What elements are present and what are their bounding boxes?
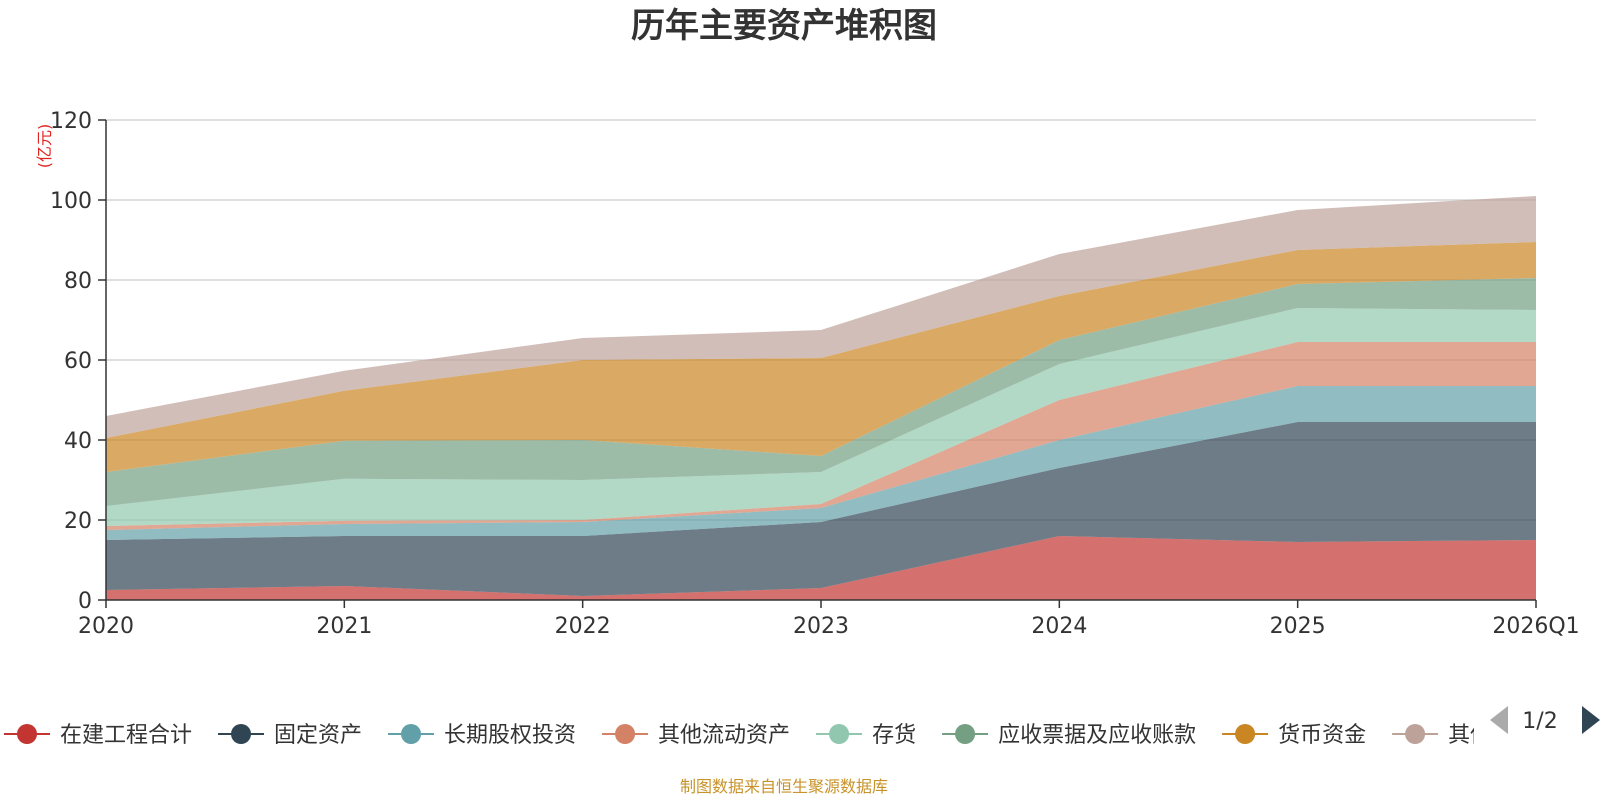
legend-circle-marker bbox=[401, 724, 422, 744]
legend-circle-marker bbox=[829, 724, 850, 744]
y-tick-label: 0 bbox=[78, 589, 92, 614]
legend-item-在建工程合计[interactable]: 在建工程合计 bbox=[4, 723, 192, 748]
legend-item-其他流动资产[interactable]: 其他流动资产 bbox=[602, 723, 790, 748]
legend-page-indicator: 1/2 bbox=[1522, 709, 1557, 734]
y-tick-label: 80 bbox=[64, 269, 92, 294]
area-其他 bbox=[106, 196, 1536, 438]
legend-circle-marker bbox=[955, 724, 976, 744]
y-tick-label: 60 bbox=[64, 349, 92, 374]
legend-item-货币资金[interactable]: 货币资金 bbox=[1222, 723, 1366, 748]
x-tick-label: 2023 bbox=[793, 614, 849, 639]
x-tick-label: 2024 bbox=[1031, 614, 1087, 639]
x-tick-labels: 2020 2021 2022 2023 2024 2025 2026Q1 bbox=[78, 614, 1580, 639]
y-tick-label: 40 bbox=[64, 429, 92, 454]
x-tick-label: 2022 bbox=[555, 614, 611, 639]
x-tick-label: 2021 bbox=[316, 614, 372, 639]
legend-circle-marker bbox=[17, 724, 37, 744]
legend-label: 固定资产 bbox=[274, 723, 362, 748]
area-存货 bbox=[106, 308, 1536, 526]
legend-item-其他[interactable]: 其他 bbox=[1392, 723, 1492, 748]
legend-item-长期股权投资[interactable]: 长期股权投资 bbox=[388, 723, 576, 748]
legend-label: 其他 bbox=[1448, 723, 1492, 748]
data-source-note: 制图数据来自恒生聚源数据库 bbox=[680, 777, 888, 796]
legend-prev-page-icon[interactable] bbox=[1490, 706, 1508, 734]
legend-label: 长期股权投资 bbox=[444, 723, 576, 748]
y-tick-label: 100 bbox=[50, 189, 92, 214]
axes bbox=[98, 119, 1537, 608]
legend-item-存货[interactable]: 存货 bbox=[816, 723, 916, 748]
area-在建工程合计 bbox=[106, 536, 1536, 600]
legend-label: 其他流动资产 bbox=[658, 723, 790, 748]
y-axis-unit: (亿元) bbox=[35, 124, 54, 169]
legend-circle-marker bbox=[231, 724, 252, 744]
legend-circle-marker bbox=[1235, 724, 1256, 744]
y-tick-labels: 0 20 40 60 80 100 120 bbox=[50, 109, 92, 614]
y-tick-label: 20 bbox=[64, 509, 92, 534]
legend-circle-marker bbox=[615, 724, 636, 744]
legend-pager[interactable]: 1/2 bbox=[1490, 706, 1600, 734]
area-series bbox=[106, 196, 1536, 600]
area-应收票据及应收账款 bbox=[106, 278, 1536, 506]
area-长期股权投资 bbox=[106, 386, 1536, 540]
area-货币资金 bbox=[106, 242, 1536, 472]
legend-label: 货币资金 bbox=[1278, 723, 1366, 748]
area-固定资产 bbox=[106, 422, 1536, 596]
x-tick-label: 2026Q1 bbox=[1492, 614, 1579, 639]
legend-label: 应收票据及应收账款 bbox=[998, 723, 1196, 748]
legend-circle-marker bbox=[1405, 724, 1426, 744]
x-tick-label: 2025 bbox=[1270, 614, 1326, 639]
chart-title: 历年主要资产堆积图 bbox=[631, 6, 937, 46]
y-tick-label: 120 bbox=[50, 109, 92, 134]
x-tick-label: 2020 bbox=[78, 614, 134, 639]
legend-label: 在建工程合计 bbox=[60, 723, 192, 748]
legend-next-page-icon[interactable] bbox=[1582, 706, 1600, 734]
legend[interactable]: 在建工程合计 固定资产 长期股权投资 其他流动资产 存货 应收票据及应收账款 货币资金 其他 bbox=[4, 723, 1492, 748]
legend-item-固定资产[interactable]: 固定资产 bbox=[218, 723, 362, 748]
area-其他流动资产 bbox=[106, 342, 1536, 530]
legend-item-应收票据及应收账款[interactable]: 应收票据及应收账款 bbox=[942, 723, 1196, 748]
legend-label: 存货 bbox=[872, 723, 916, 748]
